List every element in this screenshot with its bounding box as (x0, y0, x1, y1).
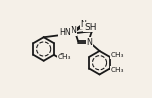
Text: CH₃: CH₃ (111, 67, 124, 73)
Text: CH₃: CH₃ (111, 52, 124, 58)
Text: HN: HN (59, 28, 71, 37)
Text: O: O (58, 53, 64, 62)
Text: SH: SH (84, 23, 97, 32)
Text: N: N (70, 26, 76, 35)
Text: N: N (87, 38, 92, 47)
Text: N: N (80, 20, 86, 29)
Text: CH₃: CH₃ (58, 54, 71, 60)
